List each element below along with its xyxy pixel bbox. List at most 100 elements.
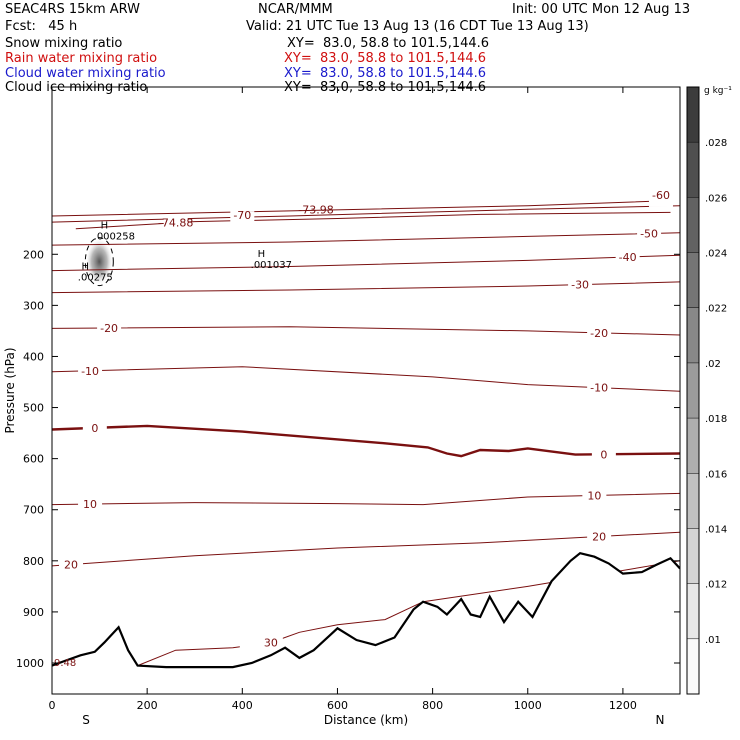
colorbar-cell — [687, 528, 699, 584]
plot-frame — [51, 86, 681, 695]
colorbar-cell — [687, 87, 699, 143]
colorbar-label: .018 — [705, 414, 727, 425]
contour-label: 20 — [64, 559, 78, 572]
contour-label-bg — [230, 211, 255, 224]
plot-area: -60 -70 -74.88 -50-40 -30 -20 -20 -10 -10 0 0 10 10 2… — [52, 189, 680, 694]
x-tick-label: 800 — [422, 699, 443, 712]
y-tick-label: 200 — [23, 248, 44, 261]
field-rain-xy: XY= 83.0, 58.8 to 101.5,144.6 — [284, 51, 487, 66]
contour-label: 10 — [587, 489, 601, 502]
contour-label-bg — [582, 489, 607, 502]
colorbar-frame — [686, 86, 700, 695]
field-snow-xy: XY= 83.0, 58.8 to 101.5,144.6 — [287, 36, 490, 51]
surface-label: 9.48 — [54, 658, 76, 669]
contour-label-bg — [97, 321, 122, 334]
y-tick-label: 700 — [23, 504, 44, 517]
contour-label-bg — [587, 381, 612, 394]
contour-label: 20 — [592, 531, 606, 544]
colorbar-cell — [687, 473, 699, 529]
endpoint-right: N — [656, 713, 665, 727]
contour-line — [75, 211, 671, 230]
x-tick-label: 1200 — [609, 699, 637, 712]
contour-label-bg — [615, 251, 640, 264]
colorbar-label: .02 — [705, 359, 721, 370]
contour-label: 30 — [264, 637, 278, 650]
cloud-contour — [84, 237, 114, 287]
colorbar-label: .026 — [705, 193, 727, 204]
min-label: -73.98 — [298, 203, 333, 216]
colorbar-cell — [687, 583, 699, 639]
contour-line — [52, 531, 680, 567]
field-cloudwater-label: Cloud water mixing ratio — [5, 66, 166, 81]
colorbar-label: .028 — [705, 138, 727, 149]
contour-label-bg — [648, 194, 673, 207]
terrain-fill — [52, 553, 680, 694]
contour-label-bg — [239, 639, 264, 652]
y-tick-label: 400 — [23, 350, 44, 363]
contour-line — [52, 281, 680, 294]
contour-label-bg — [163, 216, 188, 229]
colorbar-unit: g kg⁻¹ — [704, 86, 732, 96]
contour-label-bg — [591, 448, 616, 461]
contour-label-bg — [587, 530, 612, 543]
contour-label: -10 — [590, 382, 608, 395]
colorbar-cell — [687, 197, 699, 253]
contour-label: -40 — [619, 251, 637, 264]
contour-label: 0 — [91, 422, 98, 435]
contour-line — [52, 424, 680, 458]
colorbar-label: .024 — [705, 249, 727, 260]
colorbar-label: .014 — [705, 524, 727, 535]
contour-label: -30 — [571, 279, 589, 292]
cloud-shading — [86, 239, 113, 284]
contour-label: -74.88 — [158, 217, 193, 230]
contour-label-bg — [82, 421, 107, 434]
init-time: Init: 00 UTC Mon 12 Aug 13 — [512, 2, 691, 17]
y-tick-label: 1000 — [16, 657, 44, 670]
valid-time: Valid: 21 UTC Tue 13 Aug 13 (16 CDT Tue … — [246, 19, 589, 34]
colorbar-cell — [687, 362, 699, 419]
contour-label-bg — [258, 636, 283, 649]
endpoint-left: S — [82, 713, 90, 727]
colorbar-label: .016 — [705, 469, 727, 480]
colorbar-cell — [687, 142, 699, 198]
field-rain-label: Rain water mixing ratio — [5, 51, 158, 66]
contour-line — [52, 232, 680, 246]
max-value: .001037 — [251, 260, 292, 271]
contour-label: -70 — [233, 209, 251, 222]
max-marker: H — [82, 262, 90, 273]
contour-label: -60 — [652, 189, 670, 202]
max-marker: H — [258, 249, 266, 260]
field-cloudwater-xy: XY= 83.0, 58.8 to 101.5,144.6 — [284, 66, 487, 81]
contour-label: -20 — [100, 322, 118, 335]
colorbar-cell — [687, 307, 699, 363]
y-tick-label: 800 — [23, 555, 44, 568]
contour-label: -10 — [81, 365, 99, 378]
field-snow-label: Snow mixing ratio — [5, 36, 123, 51]
max-value: .00275 — [78, 273, 113, 284]
contour-label-bg — [637, 227, 662, 240]
colorbar-cell — [687, 418, 699, 474]
terrain-line — [52, 552, 680, 669]
contour-line — [52, 254, 680, 272]
contour-line — [52, 492, 680, 506]
colorbar-label: .022 — [705, 304, 727, 315]
max-value: .000258 — [94, 232, 135, 243]
contour-line — [52, 366, 680, 392]
contour-line — [137, 560, 680, 667]
org-title: NCAR/MMM — [258, 2, 333, 17]
colorbar-label: .012 — [705, 580, 727, 591]
contour-label-bg — [587, 326, 612, 339]
y-tick-label: 600 — [23, 453, 44, 466]
colorbar: .028 .026 .024 .022 .02 .018 .016 .014 .012 .01 g … — [686, 86, 732, 695]
y-tick-label: 300 — [23, 299, 44, 312]
y-tick-label: 900 — [23, 606, 44, 619]
y-axis-label: Pressure (hPa) — [3, 347, 17, 433]
x-tick-label: 200 — [137, 699, 158, 712]
x-tick-label: 0 — [49, 699, 56, 712]
contour-label-bg — [78, 498, 103, 511]
contour-line — [52, 326, 680, 336]
contour-label: 0 — [600, 448, 607, 461]
colorbar-label: .01 — [705, 635, 721, 646]
